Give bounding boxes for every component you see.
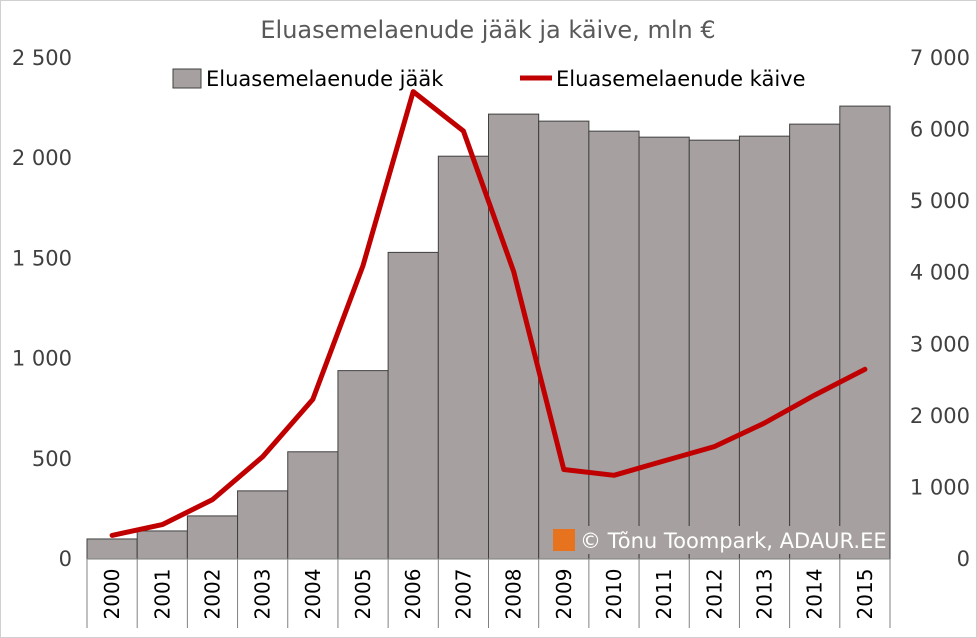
left-axis: 0 500 1 000 1 500 2 000 2 500 bbox=[12, 46, 72, 571]
bar-2002 bbox=[186, 515, 239, 560]
right-tick-label: 3 000 bbox=[910, 332, 970, 356]
legend: Eluasemelaenude jääk Eluasemelaenude käi… bbox=[172, 67, 806, 91]
bar-series-jaak bbox=[86, 105, 891, 560]
bar-2004 bbox=[287, 451, 339, 560]
bar-2006 bbox=[387, 251, 439, 560]
copyright-badge: © Tõnu Toompark, ADAUR.EE bbox=[548, 526, 887, 554]
x-tick-label: 2000 bbox=[100, 569, 124, 620]
bar-2007 bbox=[437, 155, 489, 560]
legend-line-label: Eluasemelaenude käive bbox=[556, 67, 806, 91]
left-tick-label: 0 bbox=[59, 547, 72, 571]
left-tick-label: 2 500 bbox=[12, 46, 72, 70]
right-tick-label: 4 000 bbox=[910, 261, 970, 285]
x-tick-label: 2014 bbox=[803, 569, 827, 620]
copyright-text: © Tõnu Toompark, ADAUR.EE bbox=[580, 529, 887, 553]
right-tick-label: 2 000 bbox=[910, 404, 970, 428]
right-tick-label: 1 000 bbox=[910, 475, 970, 499]
bar-2011 bbox=[638, 136, 690, 560]
x-tick-label: 2012 bbox=[702, 569, 726, 620]
copyright-box bbox=[548, 526, 875, 554]
x-tick-label: 2009 bbox=[552, 569, 576, 620]
bar-2014 bbox=[789, 123, 841, 560]
bar-2009 bbox=[538, 120, 590, 560]
x-tick-label: 2004 bbox=[301, 569, 325, 620]
x-tick-label: 2006 bbox=[401, 569, 425, 620]
x-tick-label: 2002 bbox=[200, 569, 224, 620]
right-axis: 0 1 000 2 000 3 000 4 000 5 000 6 000 7 000 bbox=[910, 46, 970, 571]
x-tick-label: 2005 bbox=[351, 569, 375, 620]
bar-2015 bbox=[839, 105, 891, 560]
x-tick-label: 2003 bbox=[251, 569, 275, 620]
x-tick-label: 2001 bbox=[150, 569, 174, 620]
x-tick-label: 2013 bbox=[753, 569, 777, 620]
chart-title: Eluasemelaenude jääk ja käive, mln € bbox=[260, 16, 715, 44]
x-tick-label: 2007 bbox=[451, 569, 475, 620]
copyright-icon bbox=[553, 529, 575, 551]
line-series-kaive bbox=[109, 89, 868, 538]
x-axis: 2000 2001 2002 2003 2004 2005 2006 2007 2008 2009… bbox=[86, 559, 891, 628]
right-tick-label: 5 000 bbox=[910, 189, 970, 213]
left-tick-label: 1 500 bbox=[12, 246, 72, 270]
x-tick-label: 2010 bbox=[602, 569, 626, 620]
left-tick-label: 2 000 bbox=[12, 146, 72, 170]
bar-2010 bbox=[588, 130, 640, 560]
legend-bar-label: Eluasemelaenude jääk bbox=[206, 67, 444, 91]
bar-2001 bbox=[136, 530, 188, 560]
right-tick-label: 6 000 bbox=[910, 118, 970, 142]
bar-2000 bbox=[86, 538, 138, 560]
x-tick-label: 2008 bbox=[502, 569, 526, 620]
bar-2013 bbox=[738, 135, 791, 560]
x-tick-label: 2011 bbox=[652, 569, 676, 620]
bar-2005 bbox=[337, 370, 389, 560]
right-tick-label: 0 bbox=[957, 547, 970, 571]
left-tick-label: 500 bbox=[32, 447, 72, 471]
bar-2012 bbox=[688, 139, 740, 560]
right-tick-label: 7 000 bbox=[910, 46, 970, 70]
left-tick-label: 1 000 bbox=[12, 347, 72, 371]
x-tick-label: 2015 bbox=[853, 569, 877, 620]
bar-2003 bbox=[237, 490, 289, 560]
legend-bar-swatch bbox=[172, 68, 202, 89]
kaive-line bbox=[109, 89, 868, 538]
